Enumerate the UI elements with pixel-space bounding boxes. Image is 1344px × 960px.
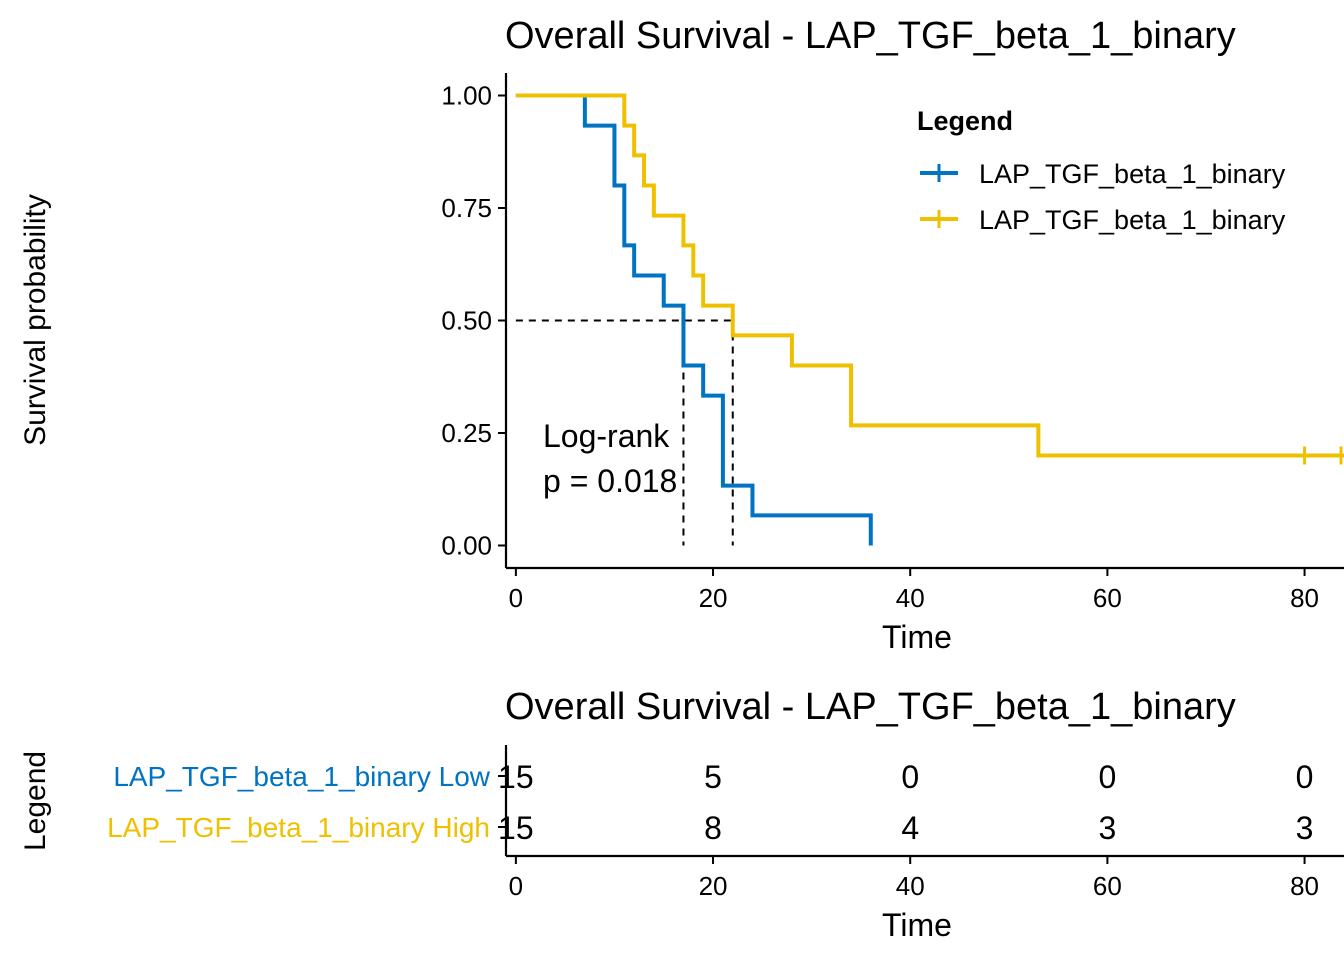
survival-curves bbox=[515, 93, 1344, 546]
legend-key-low: LAP_TGF_beta_1_binary bbox=[920, 159, 1286, 189]
risk-table: Overall Survival - LAP_TGF_beta_1_binary… bbox=[19, 686, 1344, 943]
risk-table-cell: 8 bbox=[704, 810, 722, 846]
survival-curve-low bbox=[515, 93, 873, 546]
risk-table-cell: 0 bbox=[901, 759, 919, 795]
x-tick-label: 0 bbox=[509, 583, 523, 613]
logrank-annotation: Log-rank p = 0.018 bbox=[543, 418, 677, 499]
risk-table-y-title: Legend bbox=[19, 751, 52, 851]
legend: Legend LAP_TGF_beta_1_binary LAP_TGF_bet… bbox=[917, 106, 1286, 235]
risk-table-cell: 4 bbox=[901, 810, 919, 846]
risk-table-cell: 3 bbox=[1296, 810, 1314, 846]
x-tick-label: 40 bbox=[896, 583, 925, 613]
legend-key-high: LAP_TGF_beta_1_binary bbox=[920, 205, 1286, 235]
y-axis: 0.00 0.25 0.50 0.75 1.00 bbox=[441, 73, 508, 568]
legend-label-high: LAP_TGF_beta_1_binary bbox=[979, 205, 1286, 235]
legend-title: Legend bbox=[917, 106, 1013, 136]
risk-table-cell: 15 bbox=[498, 759, 534, 795]
risk-table-x-tick-label: 60 bbox=[1093, 871, 1122, 901]
survival-plot: Overall Survival - LAP_TGF_beta_1_binary… bbox=[19, 15, 1344, 655]
logrank-label: Log-rank bbox=[543, 418, 670, 454]
risk-table-x-title: Time bbox=[882, 907, 952, 943]
y-tick-label: 0.75 bbox=[441, 193, 492, 223]
risk-table-cell: 3 bbox=[1098, 810, 1116, 846]
risk-table-row-labels: LAP_TGF_beta_1_binary Low LAP_TGF_beta_1_… bbox=[107, 761, 506, 843]
x-tick-label: 80 bbox=[1290, 583, 1319, 613]
x-axis-title: Time bbox=[882, 619, 952, 655]
y-tick-label: 0.50 bbox=[441, 306, 492, 336]
survival-curve-high bbox=[515, 93, 1344, 458]
y-axis-title: Survival probability bbox=[19, 194, 52, 446]
y-tick-label: 1.00 bbox=[441, 81, 492, 111]
risk-table-x-axis: 0 20 40 60 80 bbox=[509, 856, 1319, 901]
risk-table-cell: 0 bbox=[1098, 759, 1116, 795]
x-tick-label: 20 bbox=[699, 583, 728, 613]
risk-table-cell: 0 bbox=[1296, 759, 1314, 795]
plot-title: Overall Survival - LAP_TGF_beta_1_binary bbox=[505, 15, 1236, 57]
logrank-p-value: p = 0.018 bbox=[543, 463, 677, 499]
y-tick-label: 0.00 bbox=[441, 531, 492, 561]
risk-table-row-label-high: LAP_TGF_beta_1_binary High bbox=[107, 812, 490, 843]
risk-table-x-tick-label: 40 bbox=[896, 871, 925, 901]
risk-table-x-tick-label: 80 bbox=[1290, 871, 1319, 901]
legend-label-low: LAP_TGF_beta_1_binary bbox=[979, 159, 1286, 189]
median-survival-lines bbox=[515, 319, 734, 546]
risk-table-cells: 15 5 0 0 0 15 8 4 3 3 bbox=[498, 759, 1313, 846]
risk-table-cell: 5 bbox=[704, 759, 722, 795]
risk-table-x-tick-label: 20 bbox=[699, 871, 728, 901]
x-tick-label: 60 bbox=[1093, 583, 1122, 613]
y-tick-label: 0.25 bbox=[441, 418, 492, 448]
x-axis: 0 20 40 60 80 bbox=[506, 566, 1344, 613]
risk-table-cell: 15 bbox=[498, 810, 534, 846]
risk-table-title: Overall Survival - LAP_TGF_beta_1_binary bbox=[505, 686, 1236, 728]
risk-table-row-label-low: LAP_TGF_beta_1_binary Low bbox=[113, 761, 490, 792]
risk-table-x-tick-label: 0 bbox=[509, 871, 523, 901]
